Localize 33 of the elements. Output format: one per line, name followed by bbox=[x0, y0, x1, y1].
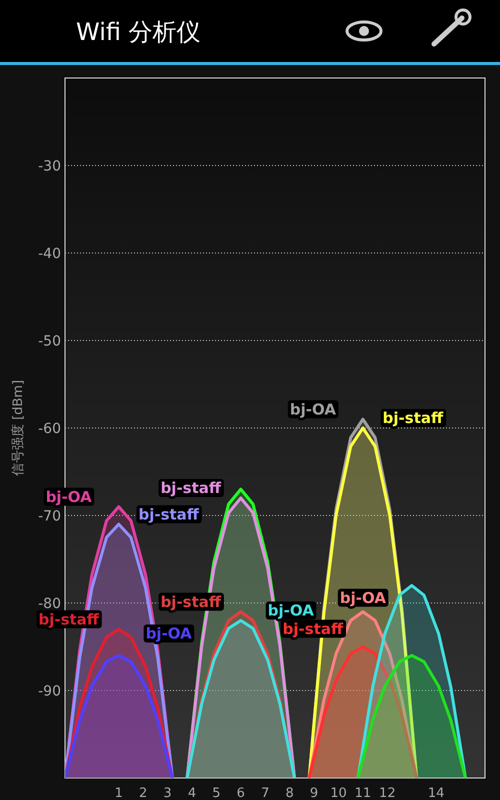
series-label: bj-OA bbox=[268, 602, 314, 620]
x-tick-label: 14 bbox=[428, 786, 444, 800]
series-label: bj-OA bbox=[46, 488, 92, 506]
x-tick-label: 7 bbox=[261, 786, 270, 800]
y-tick-label: -40 bbox=[38, 246, 61, 262]
x-tick-label: 9 bbox=[310, 786, 318, 800]
x-tick-label: 10 bbox=[330, 786, 347, 800]
y-tick-label: -80 bbox=[38, 596, 61, 612]
series-label: bj-staff bbox=[282, 620, 344, 638]
x-tick-label: 3 bbox=[163, 786, 172, 800]
y-tick-label: -50 bbox=[38, 334, 61, 350]
y-tick-label: -90 bbox=[38, 684, 61, 700]
y-tick-label: -30 bbox=[38, 158, 61, 174]
x-tick-label: 12 bbox=[379, 786, 396, 800]
series-label: bj-OA bbox=[340, 588, 386, 607]
series-label: bj-staff bbox=[160, 592, 222, 611]
series-label: bj-OA bbox=[146, 624, 192, 642]
y-tick-label: -70 bbox=[38, 508, 61, 524]
x-tick-label: 6 bbox=[236, 786, 245, 800]
series-label: bj-staff bbox=[160, 479, 222, 497]
x-tick-label: 11 bbox=[354, 786, 372, 800]
series-label: bj-staff bbox=[38, 610, 100, 628]
x-tick-label: 2 bbox=[139, 786, 148, 800]
y-tick-label: -60 bbox=[38, 421, 61, 437]
series-label: bj-staff bbox=[382, 409, 444, 427]
x-tick-label: 4 bbox=[188, 786, 196, 800]
x-tick-label: 8 bbox=[286, 786, 294, 800]
series-label: bj-staff bbox=[138, 505, 200, 524]
chart-title: Wifi 分析仪 bbox=[76, 18, 201, 46]
y-axis-title: 信号强度 [dBm] bbox=[10, 380, 26, 476]
x-tick-label: 5 bbox=[212, 786, 221, 800]
series-label: bj-OA bbox=[290, 400, 336, 418]
x-tick-label: 1 bbox=[114, 786, 123, 800]
